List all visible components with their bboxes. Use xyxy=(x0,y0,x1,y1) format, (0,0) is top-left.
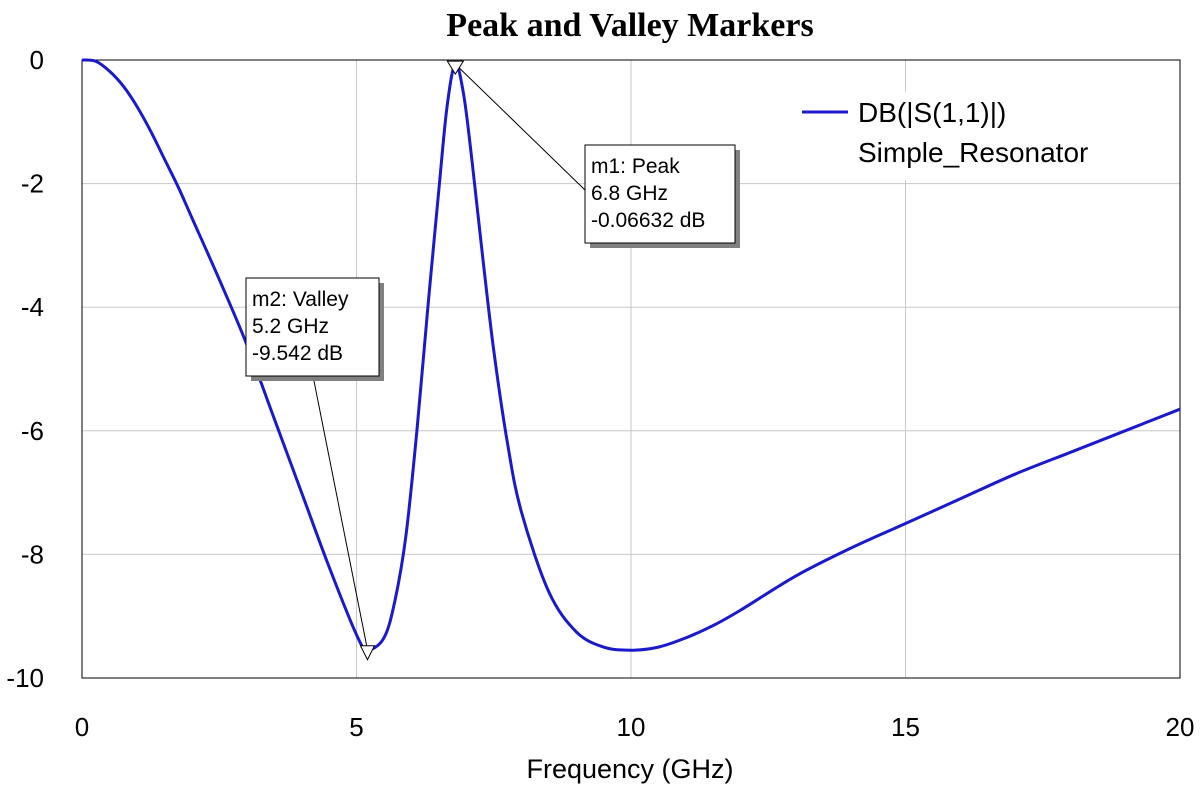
y-tick-label: -8 xyxy=(21,539,44,569)
marker-frequency: 6.8 GHz xyxy=(591,182,668,205)
marker-box xyxy=(584,144,736,244)
x-axis-label: Frequency (GHz) xyxy=(526,754,733,784)
x-tick-label: 10 xyxy=(617,712,646,742)
marker-label: m2: Valley xyxy=(252,288,349,311)
y-tick-label: -4 xyxy=(21,292,44,322)
legend-series-name: DB(|S(1,1)|) xyxy=(858,97,1006,128)
marker-value: -0.06632 dB xyxy=(591,209,705,232)
legend-series-source: Simple_Resonator xyxy=(858,137,1088,168)
marker-triangle xyxy=(359,645,376,661)
marker-frequency: 5.2 GHz xyxy=(252,315,329,338)
y-tick-label: -6 xyxy=(21,416,44,446)
plot-frame xyxy=(81,59,1181,679)
x-tick-label: 15 xyxy=(891,712,920,742)
x-tick-label: 0 xyxy=(75,712,89,742)
marker-value: -9.542 dB xyxy=(252,342,343,365)
marker-m1: m1: Peak 6.8 GHz -0.06632 dB xyxy=(446,60,740,248)
y-axis-ticks: 0 -2 -4 -6 -8 -10 xyxy=(6,45,44,693)
marker-leader-line xyxy=(454,63,586,191)
marker-leader-line xyxy=(312,375,368,650)
marker-triangle xyxy=(446,60,465,76)
marker-m2: m2: Valley 5.2 GHz -9.542 dB xyxy=(245,277,384,661)
series-line xyxy=(81,58,1181,652)
marker-label: m1: Peak xyxy=(591,155,680,178)
legend: DB(|S(1,1)|) Simple_Resonator xyxy=(792,92,1170,180)
series-layer xyxy=(81,58,1181,652)
marker-box xyxy=(245,277,380,377)
x-tick-label: 5 xyxy=(349,712,363,742)
chart-title: Peak and Valley Markers xyxy=(446,7,813,44)
y-tick-label: 0 xyxy=(30,45,44,75)
x-axis-ticks: 0 5 10 15 20 xyxy=(75,712,1195,742)
y-tick-label: -2 xyxy=(21,169,44,199)
x-tick-label: 20 xyxy=(1166,712,1195,742)
y-tick-label: -10 xyxy=(6,663,44,693)
legend-box xyxy=(792,92,1170,180)
marker-layer: m1: Peak 6.8 GHz -0.06632 dB m2: Valley 5.2 … xyxy=(245,60,740,661)
